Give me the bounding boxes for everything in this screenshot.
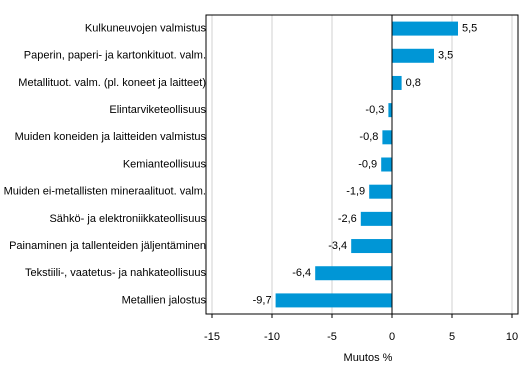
value-label: 5,5: [462, 22, 477, 34]
bar: [392, 75, 402, 90]
bar: [360, 211, 392, 226]
y-tick-label: Sähkö- ja elektroniikkateollisuus: [49, 213, 206, 225]
x-tick-label: -5: [327, 331, 337, 343]
y-tick-label: Metallituot. valm. (pl. koneet ja laitte…: [18, 77, 206, 89]
y-tick-label: Kemianteollisuus: [123, 158, 207, 170]
value-label: -0,9: [358, 158, 377, 170]
value-label: -3,4: [328, 240, 347, 252]
bar: [392, 48, 434, 63]
x-axis-label: Muutos %: [344, 352, 393, 364]
x-tick-label: -10: [264, 331, 280, 343]
bar: [382, 130, 392, 145]
value-label: -9,7: [253, 294, 272, 306]
y-tick-label: Kulkuneuvojen valmistus: [85, 22, 207, 34]
bar: [369, 184, 392, 199]
value-label: -2,6: [338, 213, 357, 225]
y-tick-label: Muiden ei-metallisten mineraalituot. val…: [4, 186, 206, 198]
y-tick-label: Metallien jalostus: [122, 294, 207, 306]
y-tick-label: Muiden koneiden ja laitteiden valmistus: [15, 131, 207, 143]
y-tick-label: Tekstiili-, vaatetus- ja nahkateollisuus: [25, 267, 206, 279]
value-label: 0,8: [406, 77, 421, 89]
bar: [381, 157, 392, 172]
x-tick-label: 0: [389, 331, 395, 343]
value-label: -0,8: [359, 131, 378, 143]
plot-frame: [205, 14, 519, 315]
value-label: -1,9: [346, 186, 365, 198]
x-tick-label: 5: [449, 331, 455, 343]
x-tick-label: 10: [506, 331, 518, 343]
bar: [388, 103, 392, 118]
y-tick-label: Paperin, paperi- ja kartonkituot. valm.: [24, 50, 206, 62]
y-tick-label: Elintarviketeollisuus: [109, 104, 206, 116]
y-tick-label: Painaminen ja tallenteiden jäljentäminen: [9, 240, 206, 252]
bar: [392, 21, 458, 36]
value-label: -6,4: [292, 267, 311, 279]
bar: [315, 266, 392, 281]
bar: [275, 293, 392, 308]
value-label: 3,5: [438, 50, 453, 62]
x-tick-label: -15: [204, 331, 220, 343]
bar: [351, 239, 392, 254]
value-label: -0,3: [365, 104, 384, 116]
